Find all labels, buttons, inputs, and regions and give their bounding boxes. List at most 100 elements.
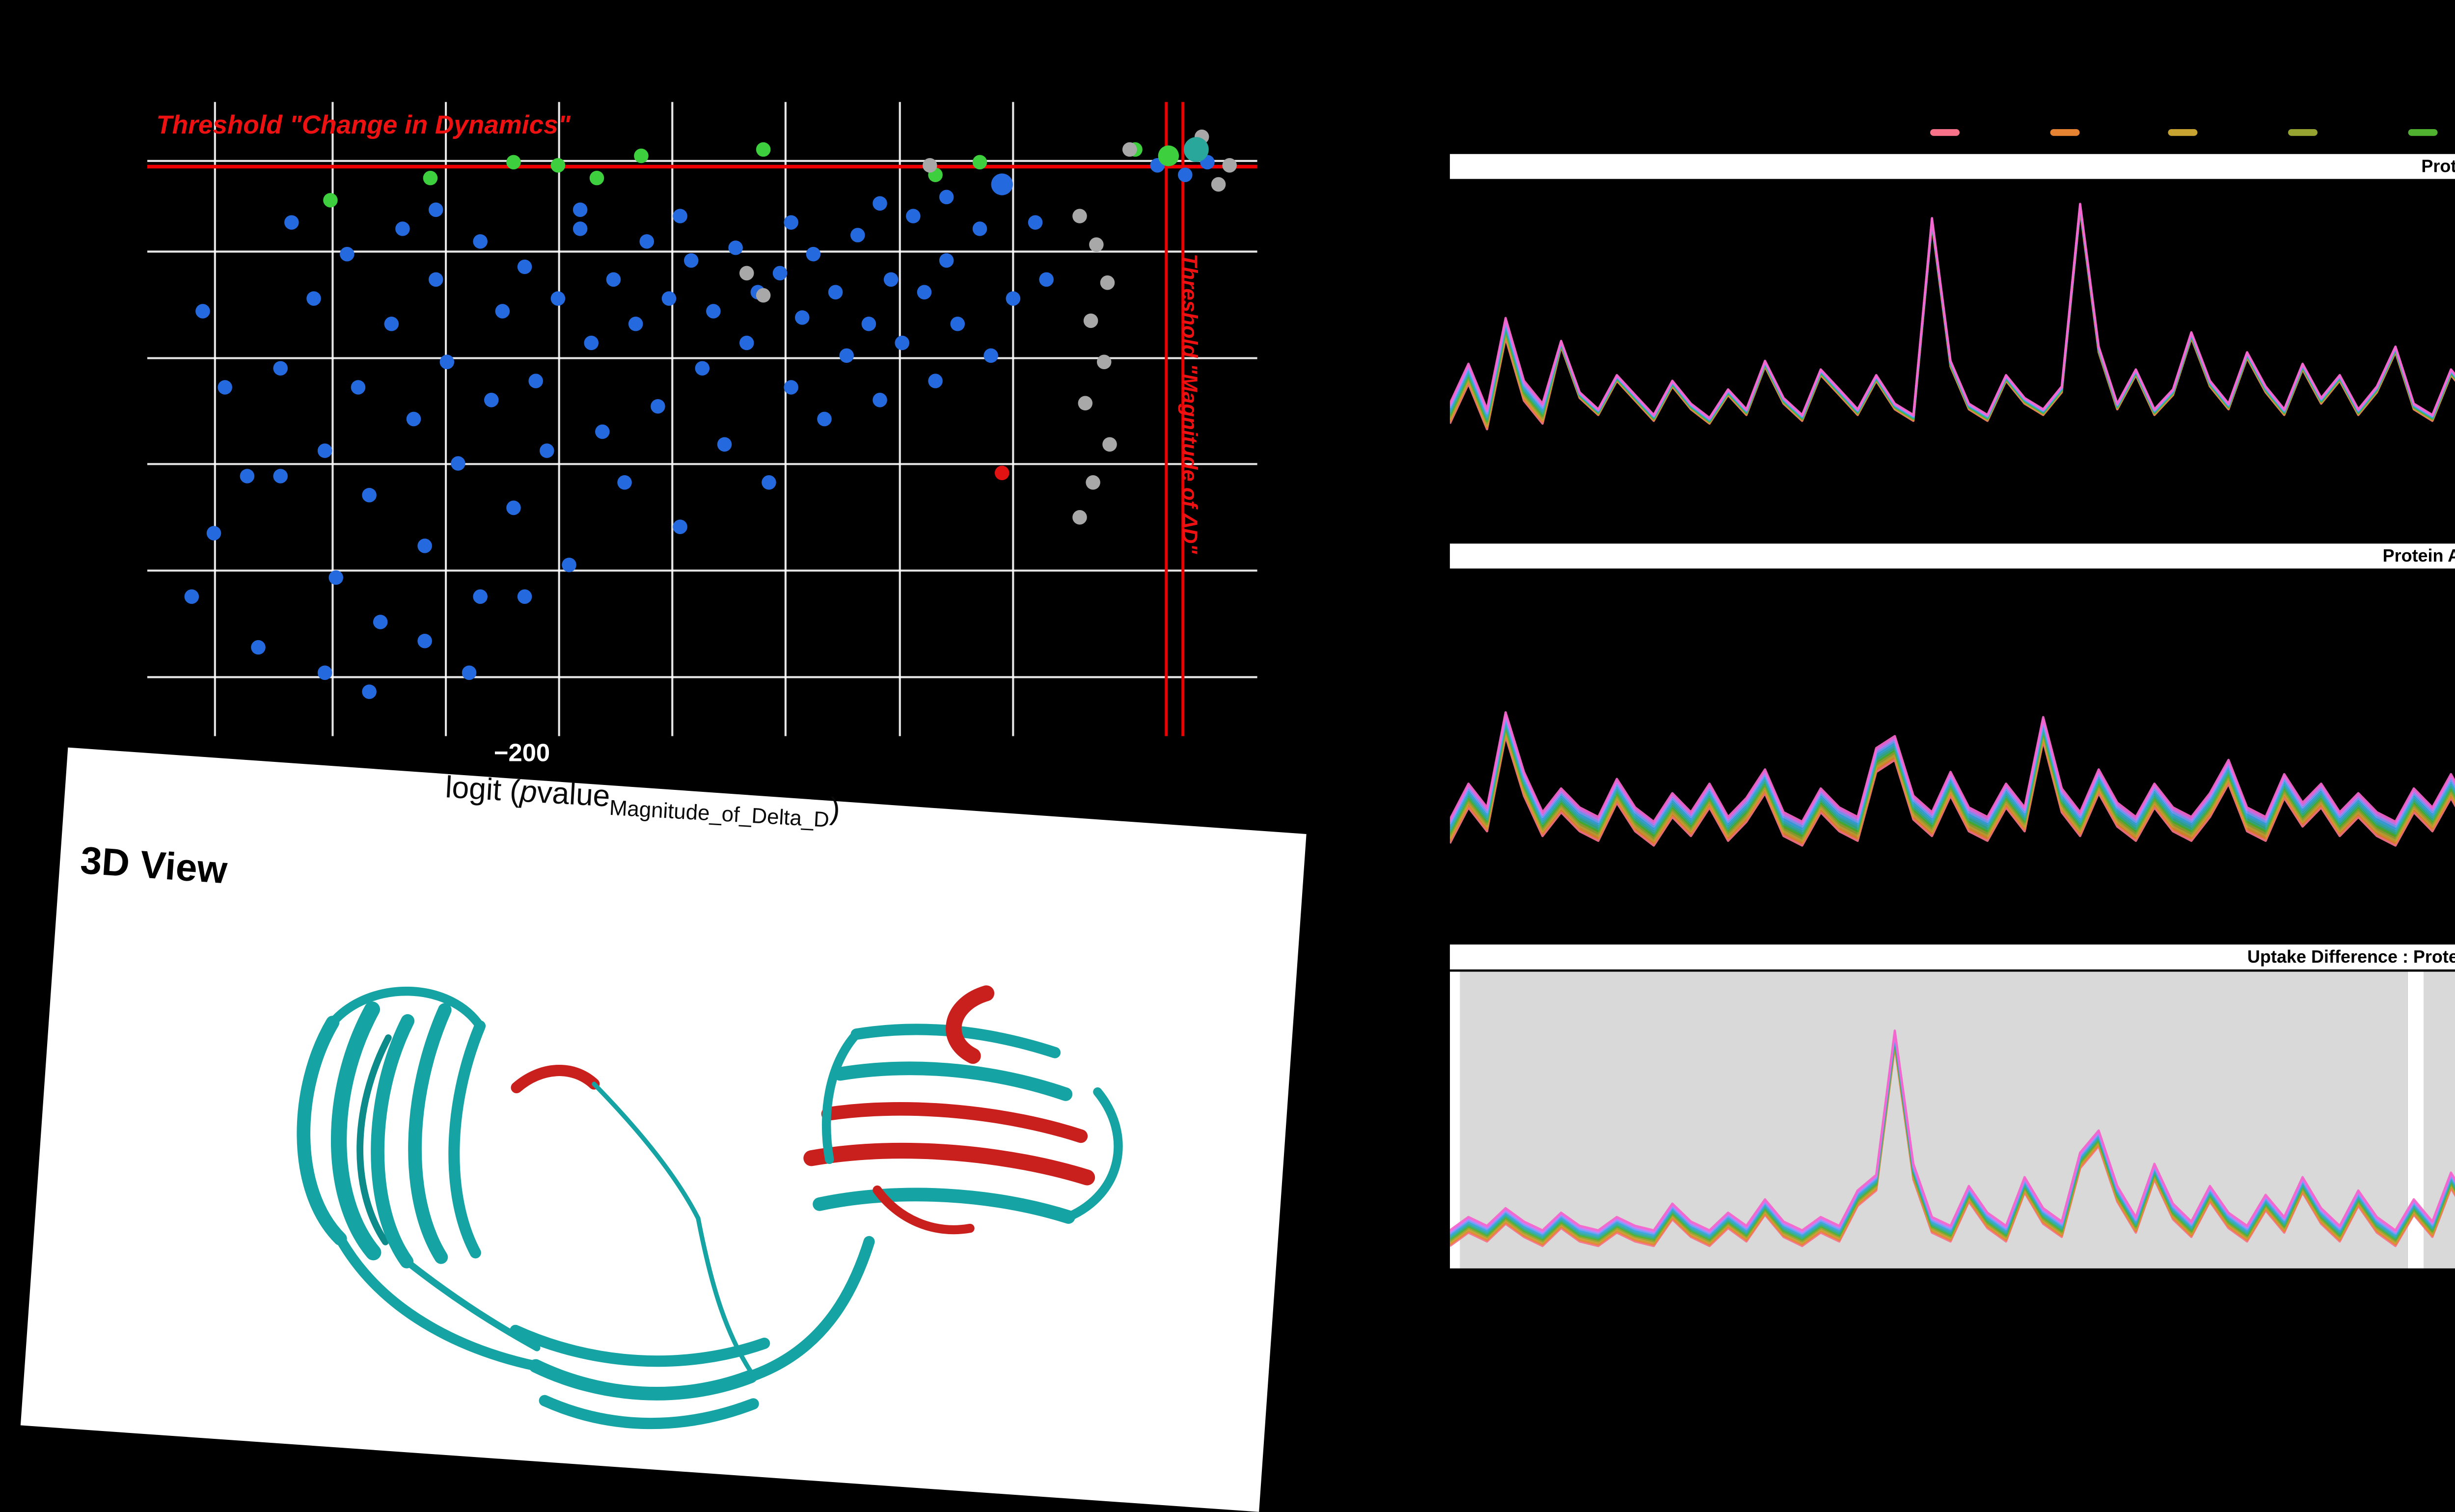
scatter-point-green[interactable]	[634, 148, 649, 163]
scatter-point-blue[interactable]	[772, 266, 788, 281]
uptake-curve[interactable]	[1449, 1038, 2455, 1248]
scatter-point-green[interactable]	[756, 142, 771, 157]
scatter-point-blue[interactable]	[540, 443, 554, 458]
scatter-point-blue[interactable]	[517, 259, 532, 274]
uptake-curve[interactable]	[1449, 1042, 2455, 1248]
legend-swatch-3[interactable]	[2169, 128, 2199, 136]
scatter-point-blue[interactable]	[728, 240, 743, 255]
scatter-point-blue[interactable]	[428, 272, 443, 287]
uptake-curve[interactable]	[1449, 675, 2455, 851]
scatter-point-blue[interactable]	[573, 202, 588, 217]
scatter-point-gray[interactable]	[1096, 354, 1112, 370]
uptake-curve[interactable]	[1449, 207, 2455, 484]
scatter-point-blue[interactable]	[462, 665, 477, 680]
uptake-curve[interactable]	[1449, 667, 2455, 843]
scatter-point-gray[interactable]	[1078, 396, 1093, 411]
scatter-point-blue[interactable]	[317, 443, 332, 458]
scatter-point-blue[interactable]	[351, 380, 366, 395]
scatter-point-blue[interactable]	[950, 317, 965, 331]
scatter-point-blue[interactable]	[1006, 291, 1021, 306]
uptake-curve[interactable]	[1449, 654, 2455, 830]
uptake-curve[interactable]	[1449, 1029, 2455, 1248]
scatter-point-blue[interactable]	[717, 437, 732, 452]
uptake-curve[interactable]	[1449, 1045, 2455, 1248]
uptake-curve[interactable]	[1449, 646, 2455, 825]
scatter-point-blue[interactable]	[195, 304, 210, 319]
scatter-point-blue[interactable]	[739, 335, 754, 351]
legend-swatch-1[interactable]	[1930, 128, 1960, 136]
scatter-point-blue[interactable]	[451, 456, 465, 471]
scatter-point-blue[interactable]	[1028, 215, 1043, 230]
scatter-point-blue[interactable]	[373, 615, 388, 629]
scatter-point-blue[interactable]	[617, 475, 632, 490]
uptake-curve[interactable]	[1449, 663, 2455, 839]
uptake-curve[interactable]	[1449, 1035, 2455, 1248]
scatter-point-blue[interactable]	[983, 348, 998, 363]
scatter-point-blue[interactable]	[917, 285, 932, 299]
scatter-point-blue[interactable]	[873, 196, 887, 211]
uptake-curve[interactable]	[1449, 658, 2455, 835]
scatter-point-gray[interactable]	[1222, 158, 1237, 173]
scatter-point-blue[interactable]	[317, 665, 332, 680]
scatter-point-blue[interactable]	[817, 411, 832, 427]
uptake-difference-chart[interactable]	[1449, 969, 2455, 1271]
scatter-point-blue[interactable]	[1177, 167, 1193, 182]
scatter-point-blue[interactable]	[850, 228, 865, 243]
scatter-point-blue[interactable]	[939, 253, 954, 268]
scatter-point-blue[interactable]	[1039, 272, 1054, 287]
scatter-point-blue[interactable]	[883, 272, 899, 287]
scatter-point-gray[interactable]	[756, 288, 771, 303]
uptake-chart-canvas[interactable]	[1449, 179, 2455, 523]
scatter-point-blue[interactable]	[484, 393, 499, 407]
scatter-point-blue[interactable]	[683, 253, 699, 268]
scatter-point-blue[interactable]	[861, 317, 876, 331]
uptake-curve[interactable]	[1449, 684, 2455, 860]
legend-swatch-5[interactable]	[2407, 128, 2437, 136]
uptake-curve[interactable]	[1449, 641, 2455, 823]
scatter-point-blue[interactable]	[362, 487, 377, 503]
scatter-point-gray[interactable]	[1122, 142, 1137, 157]
scatter-point-green[interactable]	[972, 155, 987, 170]
uptake-chart-canvas[interactable]	[1449, 970, 2455, 1271]
scatter-point-blue[interactable]	[395, 221, 410, 236]
scatter-point-gray[interactable]	[1100, 275, 1115, 290]
scatter-point-blue[interactable]	[417, 539, 432, 553]
scatter-point-gray[interactable]	[1083, 313, 1098, 328]
scatter-point-gray[interactable]	[1211, 177, 1226, 192]
scatter-point-blue[interactable]	[639, 234, 655, 249]
scatter-point-blue[interactable]	[651, 399, 665, 414]
scatter-point-gray[interactable]	[739, 266, 754, 281]
uptake-chart-protein-a[interactable]	[1449, 179, 2455, 523]
scatter-point-blue[interactable]	[251, 640, 266, 655]
scatter-point-blue[interactable]	[991, 173, 1013, 195]
uptake-chart-protein-a-ligand[interactable]	[1449, 568, 2455, 922]
scatter-point-green[interactable]	[506, 155, 521, 170]
scatter-point-blue[interactable]	[661, 291, 677, 306]
scatter-point-blue[interactable]	[184, 589, 199, 604]
scatter-point-blue[interactable]	[795, 310, 810, 325]
scatter-point-blue[interactable]	[673, 209, 687, 223]
scatter-point-blue[interactable]	[240, 469, 255, 484]
scatter-point-blue[interactable]	[784, 380, 798, 395]
uptake-curve[interactable]	[1449, 206, 2455, 472]
volcano-plot[interactable]	[147, 102, 1257, 736]
scatter-point-teal[interactable]	[1183, 137, 1209, 162]
scatter-point-gray[interactable]	[1089, 237, 1104, 252]
scatter-point-green[interactable]	[423, 170, 438, 186]
scatter-point-blue[interactable]	[906, 209, 921, 223]
uptake-curve[interactable]	[1449, 679, 2455, 856]
scatter-point-blue[interactable]	[273, 469, 288, 484]
scatter-point-green[interactable]	[589, 170, 604, 186]
scatter-point-blue[interactable]	[828, 285, 843, 299]
uptake-curve[interactable]	[1449, 1031, 2455, 1248]
scatter-point-blue[interactable]	[495, 304, 510, 319]
scatter-point-gray[interactable]	[1102, 437, 1117, 452]
scatter-point-blue[interactable]	[206, 526, 221, 540]
uptake-curve[interactable]	[1449, 649, 2455, 828]
scatter-point-blue[interactable]	[939, 189, 954, 205]
scatter-point-blue[interactable]	[517, 589, 532, 604]
scatter-point-blue[interactable]	[340, 246, 355, 262]
uptake-curve[interactable]	[1449, 1034, 2455, 1248]
scatter-point-blue[interactable]	[406, 411, 421, 427]
scatter-point-blue[interactable]	[928, 374, 943, 388]
